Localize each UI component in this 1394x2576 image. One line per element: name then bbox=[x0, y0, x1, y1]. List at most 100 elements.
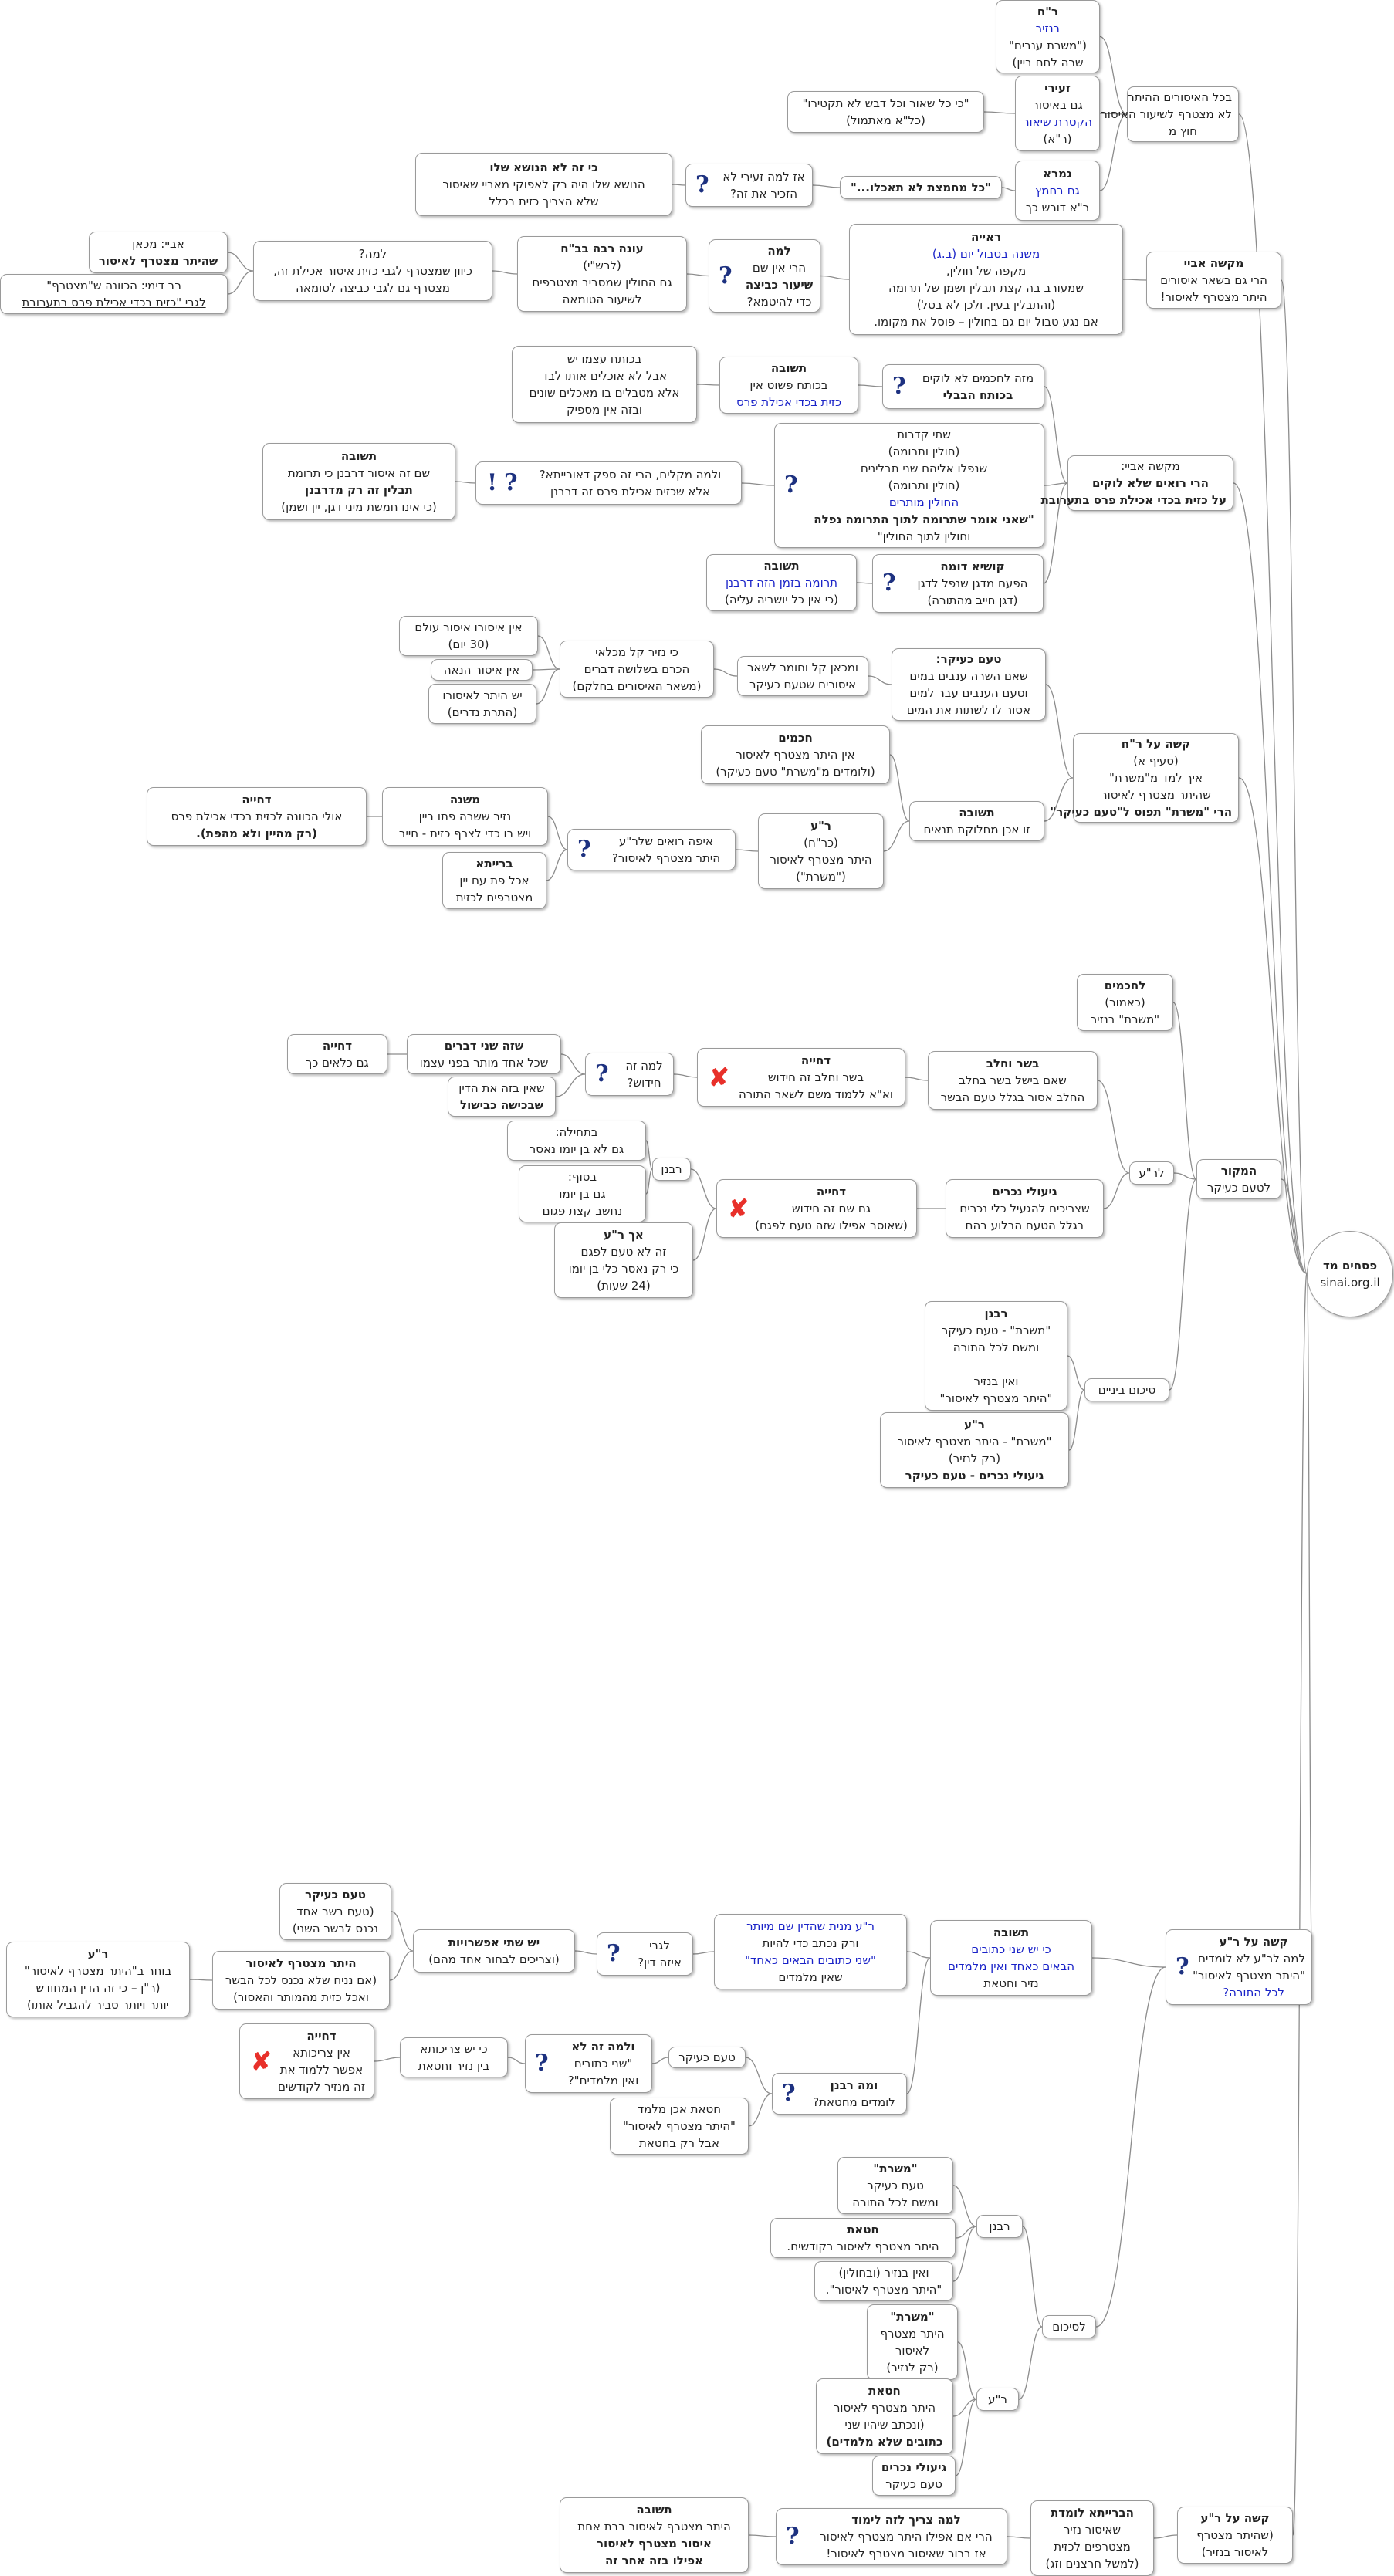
connector-n71-n76 bbox=[1018, 2326, 1043, 2400]
node-title: רב דימי: הכוונה ש"מצטרף" bbox=[46, 279, 181, 292]
node-line: (רק מהיין ולא מהפת). bbox=[196, 827, 317, 840]
node-n66: טעם כעיקר bbox=[668, 2047, 746, 2068]
node-line: איסור מצטרף לאיסור bbox=[597, 2537, 712, 2551]
node-line: ובזה אין מספיק bbox=[566, 403, 643, 417]
node-line: (כאמור) bbox=[1105, 996, 1145, 1009]
node-line: זה לא טעם לפגם bbox=[580, 1245, 667, 1259]
node-line: (טעם בשר אחד bbox=[296, 1905, 374, 1918]
node-line: שהיתר מצטרף לאיסור bbox=[1101, 788, 1211, 802]
node-title: קושיא דומה bbox=[940, 559, 1005, 573]
node-n60: לגבי איזה דין?? bbox=[597, 1932, 693, 1976]
connector-n54-n55 bbox=[1067, 1355, 1085, 1391]
node-line: "היתר מצטרף לאיסור" bbox=[939, 1391, 1053, 1405]
node-line: אלא שכזית אכילת פרס זה דרבנן bbox=[550, 485, 711, 499]
connector-n58-n59 bbox=[906, 1951, 931, 1959]
connector-n25-n26 bbox=[868, 675, 892, 685]
node-title: סיכום ביניים bbox=[1098, 1383, 1156, 1397]
node-n12: עונה רבה בב"ח (לרש"י) גם החולין שמסביב מצט… bbox=[517, 236, 687, 312]
node-line: "היתר מצטרף לאיסור" bbox=[1193, 1969, 1305, 1983]
connector-n42-n43 bbox=[560, 1053, 586, 1075]
connector-n68-n69 bbox=[374, 2057, 401, 2062]
connector-n26-n27 bbox=[713, 668, 738, 677]
node-title: עונה רבה בב"ח bbox=[560, 242, 644, 255]
node-line: (וצריכים לבחור אחד מהם) bbox=[428, 1952, 560, 1966]
node-n33: תשובה זו אכן מחלוקת תנאים bbox=[909, 801, 1044, 841]
node-title: יש היתר לאיסורו bbox=[442, 688, 523, 702]
node-line: נחשב קצת פגום bbox=[542, 1204, 623, 1218]
node-line: (שאוסר אפילו שזה טעם לפגם) bbox=[755, 1219, 908, 1232]
node-line: (דגן חייב מהתורה) bbox=[927, 593, 1018, 607]
node-line: גם שם זה חידוש bbox=[791, 1202, 871, 1215]
node-line: מקפה של חולין, bbox=[946, 264, 1027, 278]
node-line: הקטרת שיאור bbox=[1023, 115, 1092, 129]
node-title: קשה על ר"ע bbox=[1219, 1935, 1288, 1949]
node-line: בכותח הבבלי bbox=[942, 388, 1013, 402]
node-line: היתר מצטרף לאיסור? bbox=[611, 851, 721, 865]
node-line: (התרת נדרים) bbox=[447, 705, 518, 719]
question-icon: ? bbox=[595, 1060, 609, 1087]
node-title: למה צריך לזה לימוד bbox=[851, 2513, 961, 2527]
node-line: אז ברור שאיסור מצטרף לאיסור! bbox=[826, 2547, 986, 2561]
question-icon: ? bbox=[882, 570, 896, 597]
node-line: הרי גם בשאר איסורים bbox=[1160, 273, 1267, 287]
node-line: אכל פת עם יין bbox=[459, 874, 530, 887]
node-n69: דחייה אין צריכותא אפשר ללמוד את זה מנזיר לק… bbox=[239, 2023, 374, 2099]
node-line: גם בחמץ bbox=[1035, 184, 1080, 198]
connector-n31-n25 bbox=[1045, 684, 1074, 779]
node-line: זה מנזיר לקודשים bbox=[277, 2080, 366, 2094]
node-title: ומכאן קל וחומר לשאר bbox=[746, 661, 859, 674]
node-n40: בשר וחלב שאם בישל בשר בחלב החלב אסור בגלל … bbox=[928, 1051, 1098, 1110]
node-n46: המקור לטעם כעיקר bbox=[1196, 1159, 1281, 1199]
node-title: דחייה bbox=[816, 1185, 847, 1198]
node-line: כי רק נאסר כלי בן יומו bbox=[568, 1262, 679, 1276]
node-title: בשר וחלב bbox=[986, 1056, 1040, 1070]
node-line: החולין מותרים bbox=[888, 495, 959, 509]
node-line: הזכיר את זה? bbox=[729, 187, 798, 201]
node-title: חכמים bbox=[778, 731, 813, 745]
connector-n80-n81 bbox=[1153, 2534, 1178, 2539]
node-line: כי יש שני כתובים bbox=[971, 1942, 1051, 1956]
node-line: תרומה בזמן הזה דרבנן bbox=[725, 576, 838, 590]
node-line: שמעורב בה קצת תבלין ושמן של תרומה bbox=[888, 281, 1084, 295]
node-line: משנה בטבול יום (ב.ג) bbox=[932, 247, 1040, 261]
node-n32: חכמים אין היתר מצטרף לאיסור (ולומדים מ"משר… bbox=[701, 725, 890, 784]
node-n6: "כל מחמצת לא תאכלו..." bbox=[840, 176, 1002, 199]
connector-n60-n61 bbox=[574, 1950, 597, 1955]
node-n25: טעם כעיקר: שאם השרה ענבים במים וטעם הענבים… bbox=[892, 648, 1046, 721]
connector-n81-n82 bbox=[1007, 2536, 1031, 2539]
connector-n71-n72 bbox=[1022, 2226, 1043, 2328]
node-n42: למה זה חידוש?? bbox=[585, 1053, 674, 1096]
node-n35: איפה רואים שלר"ע היתר מצטרף לאיסור?? bbox=[567, 829, 736, 870]
node-title: ולמה מקלים, הרי זה ספק דאורייתא? bbox=[539, 468, 722, 482]
node-n2: בכל האיסורים ההיתר לא מצטרף לשיעור האיסור… bbox=[1101, 86, 1239, 142]
node-line: גם לא בן יומו נאסר bbox=[529, 1142, 624, 1156]
question-icon: ? bbox=[607, 1940, 621, 1967]
connector-n57-n58 bbox=[1091, 1957, 1166, 1968]
node-n73: "משרת" טעם כעיקר ומשם לכל התורה bbox=[837, 2157, 953, 2214]
node-title: למה זה bbox=[625, 1059, 663, 1073]
node-n14: אביי: מכאן שהיתר מצטרף לאיסור bbox=[89, 232, 228, 273]
node-n68: כי יש צריכותא בין נזיר וחטאת bbox=[400, 2037, 508, 2077]
node-title: אין איסורו איסור עולם bbox=[414, 620, 523, 634]
node-line: יותר ויותר סביר להגביל אותו) bbox=[27, 1998, 169, 2012]
node-line: בוחר ב"היתר מצטרף לאיסור" bbox=[24, 1964, 172, 1978]
node-line: איך למד מ"משרת" bbox=[1108, 771, 1203, 785]
node-title: ראייה bbox=[970, 230, 1002, 244]
node-n55: רבנן "משרת" - טעם כעיקר ומשם לכל התורה ואי… bbox=[925, 1301, 1067, 1411]
node-title: מזה לחכמים לא לוקים bbox=[922, 371, 1034, 385]
connector-n12-n13 bbox=[492, 270, 518, 275]
node-line: שבכישה כבישול bbox=[460, 1098, 543, 1112]
node-n30: יש היתר לאיסורו (התרת נדרים) bbox=[428, 684, 536, 724]
node-n67: ולמה זה לא "שני כתובים ואין מלמדים"?? bbox=[525, 2034, 652, 2093]
node-line: וא"א ללמוד משם לשאר התורה bbox=[738, 1087, 894, 1101]
node-title: ברייתא bbox=[475, 857, 513, 870]
node-title: לר"ע bbox=[1139, 1166, 1165, 1180]
node-n72: רבנן bbox=[976, 2215, 1023, 2238]
node-title: "משרת" bbox=[890, 2310, 935, 2324]
node-line: הרי אם אפילו היתר מצטרף לאיסור bbox=[820, 2530, 993, 2544]
connector-n9-n11 bbox=[820, 275, 850, 280]
node-line: (30 יום) bbox=[448, 637, 489, 651]
question-icon: ? bbox=[784, 472, 798, 499]
node-n5: גמרא גם בחמץ ר"א דורש כך bbox=[1015, 161, 1100, 221]
node-line: היתר מצטרף bbox=[880, 2327, 945, 2341]
